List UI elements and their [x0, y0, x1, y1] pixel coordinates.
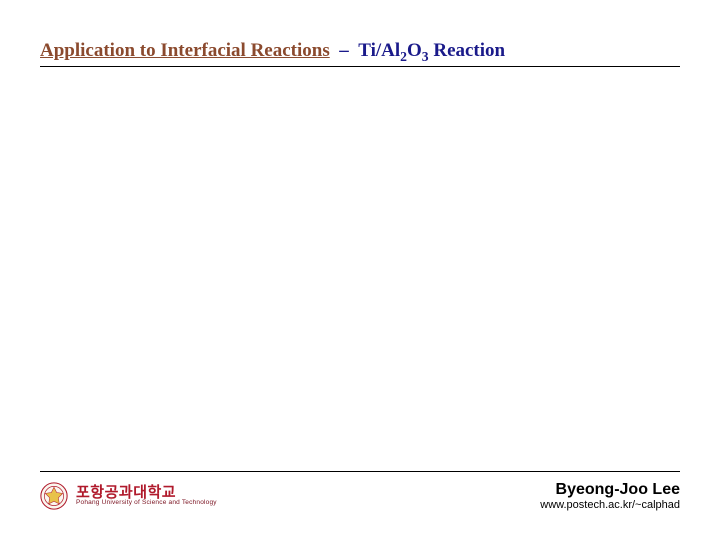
logo-text: 포항공과대학교 Pohang University of Science and…: [76, 485, 217, 507]
title-sub-prefix: Ti/Al: [358, 40, 400, 61]
title-subtitle: Ti/Al2O3 Reaction: [358, 40, 505, 65]
title-main: Application to Interfacial Reactions: [40, 40, 330, 63]
title-sub-two: 2: [400, 49, 407, 64]
footer-rule: [40, 471, 680, 472]
author-name: Byeong-Joo Lee: [540, 481, 680, 499]
title-sub-three: 3: [422, 49, 429, 64]
university-logo: 포항공과대학교 Pohang University of Science and…: [40, 482, 217, 510]
title-sub-o: O: [407, 40, 422, 61]
title-sub-suffix: Reaction: [429, 40, 506, 61]
logo-badge-icon: [40, 482, 68, 510]
footer: 포항공과대학교 Pohang University of Science and…: [40, 476, 680, 516]
logo-korean: 포항공과대학교: [76, 485, 217, 500]
author-url: www.postech.ac.kr/~calphad: [540, 499, 680, 511]
title-underline-rule: [40, 66, 680, 67]
logo-english: Pohang University of Science and Technol…: [76, 500, 217, 507]
author-block: Byeong-Joo Lee www.postech.ac.kr/~calpha…: [540, 481, 680, 511]
title-separator: –: [330, 40, 359, 63]
slide-title: Application to Interfacial Reactions – T…: [40, 40, 680, 65]
slide: Application to Interfacial Reactions – T…: [0, 0, 720, 540]
